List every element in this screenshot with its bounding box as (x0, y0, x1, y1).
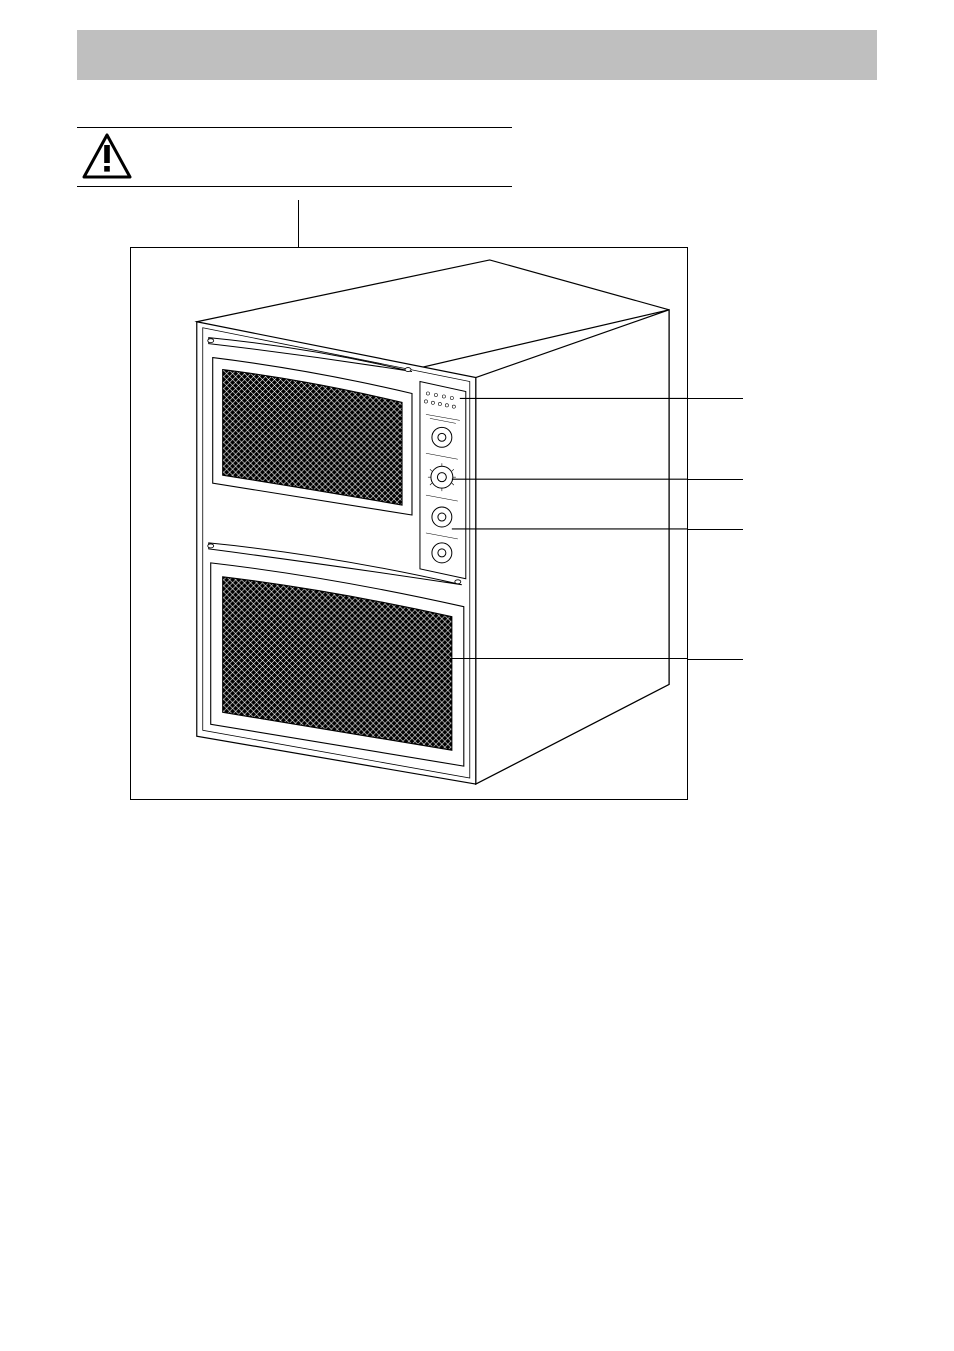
oven-diagram (131, 248, 687, 799)
leader-main-oven (688, 659, 743, 660)
warning-triangle-icon (82, 133, 132, 179)
page (0, 0, 954, 1351)
leader-selector (688, 479, 743, 480)
caution-rule-top (77, 127, 512, 128)
leader-thermostat (688, 529, 743, 530)
caution-rule-bot (77, 186, 512, 187)
leader-timer (688, 398, 743, 399)
title-band (77, 30, 877, 80)
figure-frame (130, 247, 688, 800)
